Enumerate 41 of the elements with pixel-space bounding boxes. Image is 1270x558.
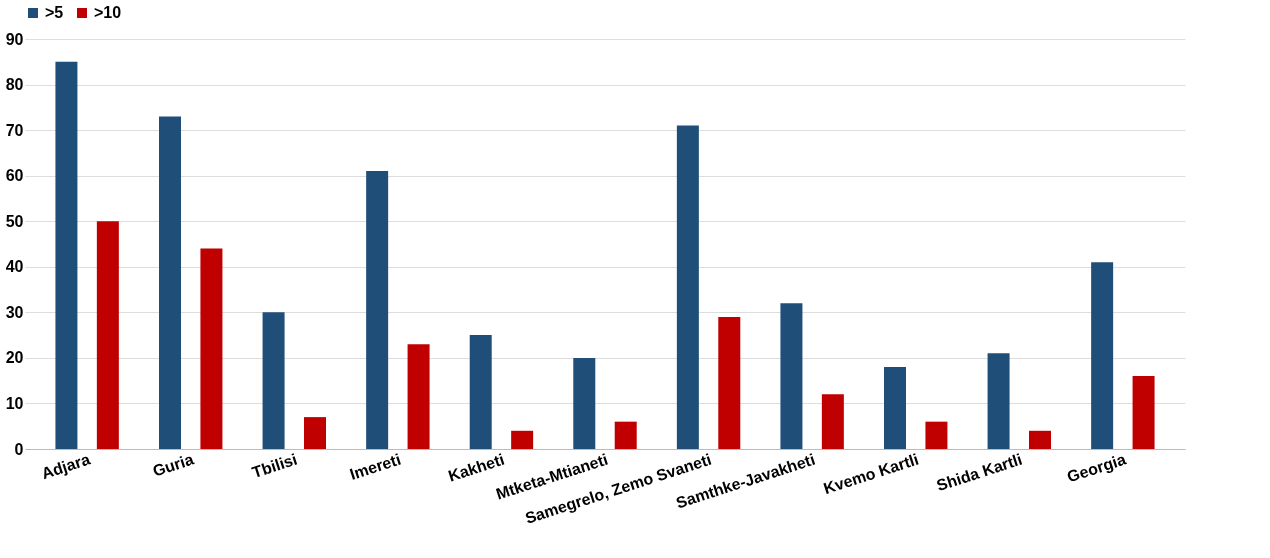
x-tick-label: Shida Kartli: [934, 450, 1025, 495]
bar: [366, 171, 389, 449]
y-tick-label: 80: [5, 76, 24, 94]
x-tick-label: Imereti: [347, 450, 403, 483]
legend-label: >5: [45, 4, 64, 21]
x-tick-label: Adjara: [39, 450, 93, 483]
y-tick-label: 60: [5, 167, 24, 185]
bar: [884, 367, 906, 449]
bar: [780, 303, 803, 449]
bar: [262, 312, 285, 449]
x-tick-label: Guria: [150, 450, 196, 480]
y-tick-label: 30: [5, 303, 24, 321]
bar: [200, 248, 223, 449]
x-tick-label: Tbilisi: [250, 450, 300, 481]
legend-label: >10: [94, 4, 122, 21]
y-tick-label: 10: [5, 394, 24, 412]
bar: [573, 357, 596, 449]
bar: [1091, 262, 1114, 449]
bar: [511, 430, 534, 449]
bar: [469, 335, 492, 449]
bar: [614, 421, 637, 449]
bar: [159, 116, 181, 449]
x-tick-label: Kvemo Kartli: [821, 450, 921, 498]
bar: [55, 61, 78, 449]
y-tick-label: 0: [14, 440, 24, 458]
bar: [925, 421, 948, 449]
x-tick-label: Georgia: [1065, 450, 1128, 486]
y-tick-label: 70: [5, 121, 24, 139]
bar: [821, 394, 844, 449]
y-tick-label: 50: [5, 212, 24, 230]
bar: [1029, 430, 1051, 449]
y-tick-label: 40: [5, 258, 24, 276]
bar: [407, 344, 430, 449]
bar: [987, 353, 1010, 449]
bar: [304, 417, 326, 449]
y-tick-label: 90: [5, 30, 24, 48]
bar: [1132, 376, 1155, 449]
bar: [718, 316, 741, 449]
y-tick-label: 20: [5, 349, 24, 367]
bar: [676, 125, 699, 449]
bar: [96, 221, 119, 449]
